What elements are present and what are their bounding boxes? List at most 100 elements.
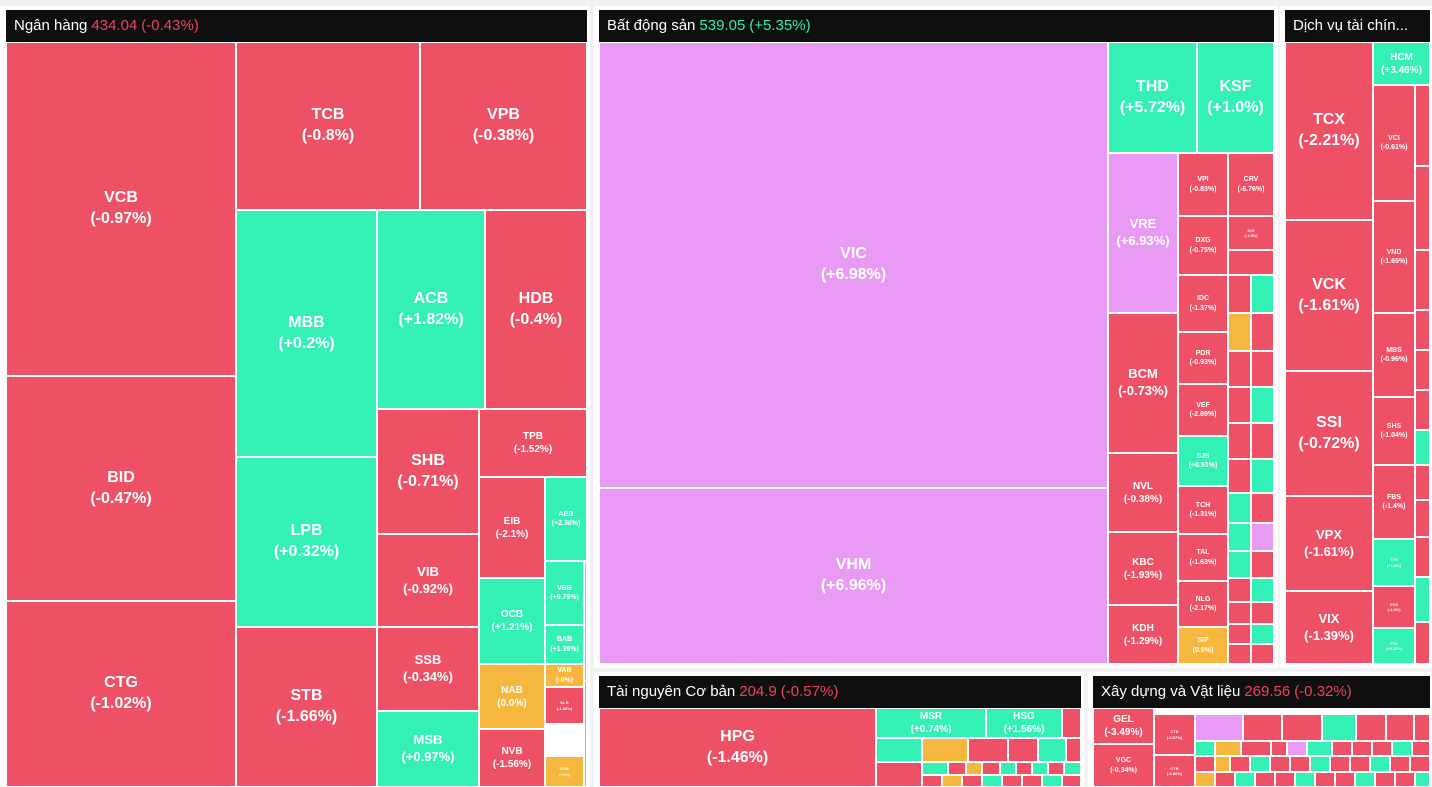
stock-tile-shs[interactable]: SHS (-1.04%) [1373,397,1415,465]
stock-tile-vcb[interactable]: VCB (-0.97%) [6,42,236,376]
stock-tile-small[interactable] [1251,351,1274,387]
stock-tile-vbb[interactable]: VBB (+0.76%) [545,561,584,625]
stock-tile-lpb[interactable]: LPB (+0.32%) [236,457,377,627]
stock-tile-small[interactable] [1228,250,1274,275]
stock-tile-small[interactable] [1228,351,1251,387]
stock-tile-small[interactable] [1415,537,1430,577]
stock-tile-fbs[interactable]: FBS (-1.4%) [1373,465,1415,539]
stock-tile-small[interactable] [1415,250,1430,310]
stock-tile-small[interactable] [1322,714,1356,741]
stock-tile-vck[interactable]: VCK (-1.61%) [1285,220,1373,371]
stock-tile-small[interactable] [1243,714,1282,741]
stock-tile-small[interactable] [1195,741,1215,756]
stock-tile-tch[interactable]: TCH (-1.31%) [1178,486,1228,534]
stock-tile-small[interactable] [1042,775,1062,787]
stock-tile-shb[interactable]: SHB (-0.71%) [377,409,479,534]
stock-tile-small[interactable] [1392,741,1412,756]
stock-tile-small[interactable] [1062,708,1081,738]
stock-tile-small[interactable] [1375,772,1395,787]
stock-tile-vib[interactable]: VIB (-0.92%) [377,534,479,627]
stock-tile-small[interactable] [1251,624,1274,644]
stock-tile-small[interactable] [1002,775,1022,787]
stock-tile-small[interactable] [1415,772,1430,787]
stock-tile-small[interactable] [1414,714,1430,741]
stock-tile-small[interactable] [1228,423,1251,459]
stock-tile-small[interactable] [968,738,1008,762]
stock-tile-small[interactable] [584,681,587,787]
stock-tile-vic[interactable]: VIC (+6.98%) [599,42,1108,488]
stock-tile-vhm[interactable]: VHM (+6.96%) [599,488,1108,664]
stock-tile-thd[interactable]: THD (+5.72%) [1108,42,1197,153]
stock-tile-small[interactable] [1415,85,1430,166]
stock-tile-sjs[interactable]: SJS (+0.51%) [1178,436,1228,486]
stock-tile-crv[interactable]: CRV (-6.76%) [1228,153,1274,216]
stock-tile-small[interactable] [1251,423,1274,459]
stock-tile-small[interactable] [1251,578,1274,602]
stock-tile-sip[interactable]: SIP (0.0%) [1178,627,1228,664]
stock-tile-mbs[interactable]: MBS (-0.96%) [1373,313,1415,397]
stock-tile-small[interactable] [1235,772,1255,787]
stock-tile-vef[interactable]: VEF (-2.89%) [1178,384,1228,436]
stock-tile-pdr[interactable]: PDR (-0.93%) [1178,332,1228,384]
stock-tile-vix[interactable]: VIX (-1.39%) [1285,591,1373,664]
stock-tile-small[interactable] [922,775,942,787]
stock-tile-small[interactable] [1016,762,1032,775]
stock-tile-ctd[interactable]: CTD (-0.67%) [1154,714,1195,755]
stock-tile-small[interactable] [1415,622,1430,664]
stock-tile-small[interactable] [1228,602,1251,624]
stock-tile-fts[interactable]: FTS (+0.18%) [1373,628,1415,664]
stock-tile-small[interactable] [962,775,982,787]
stock-tile-small[interactable] [1251,493,1274,523]
stock-tile-small[interactable] [1230,756,1250,772]
stock-tile-eib[interactable]: EIB (-2.1%) [479,477,545,578]
stock-tile-small[interactable] [1251,275,1274,313]
stock-tile-small[interactable] [1415,430,1430,465]
stock-tile-small[interactable] [1038,738,1066,762]
stock-tile-small[interactable] [982,762,1000,775]
stock-tile-ctr[interactable]: CTR (-0.82%) [1154,755,1195,787]
stock-tile-dig[interactable]: DIG (-1.5%) [1228,216,1274,250]
stock-tile-small[interactable] [1195,772,1215,787]
stock-tile-small[interactable] [1228,493,1251,523]
stock-tile-small[interactable] [1290,756,1310,772]
stock-tile-hcm[interactable]: HCM (+3.46%) [1373,42,1430,85]
stock-tile-small[interactable] [1241,741,1271,756]
stock-tile-ocb[interactable]: OCB (+1.21%) [479,578,545,664]
stock-tile-small[interactable] [1415,390,1430,430]
stock-tile-small[interactable] [1350,756,1370,772]
stock-tile-small[interactable] [1271,741,1287,756]
stock-tile-small[interactable] [966,762,982,775]
stock-tile-small[interactable] [1330,756,1350,772]
stock-tile-nlg[interactable]: NLG (-2.17%) [1178,581,1228,627]
stock-tile-small[interactable] [1415,310,1430,350]
stock-tile-small[interactable] [942,775,962,787]
stock-tile-tcb[interactable]: TCB (-0.8%) [236,42,420,210]
stock-tile-stb[interactable]: STB (-1.66%) [236,627,377,787]
stock-tile-small[interactable] [1048,762,1064,775]
stock-tile-small[interactable] [1228,551,1251,578]
stock-tile-kbc[interactable]: KBC (-1.93%) [1108,532,1178,605]
stock-tile-small[interactable] [1335,772,1355,787]
stock-tile-small[interactable] [1228,644,1251,664]
stock-tile-small[interactable] [1251,387,1274,423]
stock-tile-small[interactable] [1251,602,1274,624]
stock-tile-small[interactable] [1000,762,1016,775]
stock-tile-bcm[interactable]: BCM (-0.73%) [1108,313,1178,453]
stock-tile-nvl[interactable]: NVL (-0.38%) [1108,453,1178,532]
stock-tile-small[interactable] [1395,772,1415,787]
stock-tile-acb[interactable]: ACB (+1.82%) [377,210,485,409]
sector-header-resources[interactable]: Tài nguyên Cơ bản 204.9 (-0.57%) [599,676,1081,708]
stock-tile-small[interactable] [1228,313,1251,351]
stock-tile-small[interactable] [1415,166,1430,250]
stock-tile-small[interactable] [1215,756,1230,772]
stock-tile-small[interactable] [1228,624,1251,644]
stock-tile-abb[interactable]: ABB (+2.38%) [545,477,587,561]
stock-tile-small[interactable] [1251,459,1274,493]
stock-tile-small[interactable] [1251,523,1274,551]
stock-tile-tpb[interactable]: TPB (-1.52%) [479,409,587,477]
stock-tile-vpi[interactable]: VPI (-0.83%) [1178,153,1228,216]
stock-tile-small[interactable] [1195,714,1243,741]
stock-tile-bid[interactable]: BID (-0.47%) [6,376,236,601]
stock-tile-small[interactable] [1287,741,1307,756]
stock-tile-small[interactable] [1066,738,1081,762]
